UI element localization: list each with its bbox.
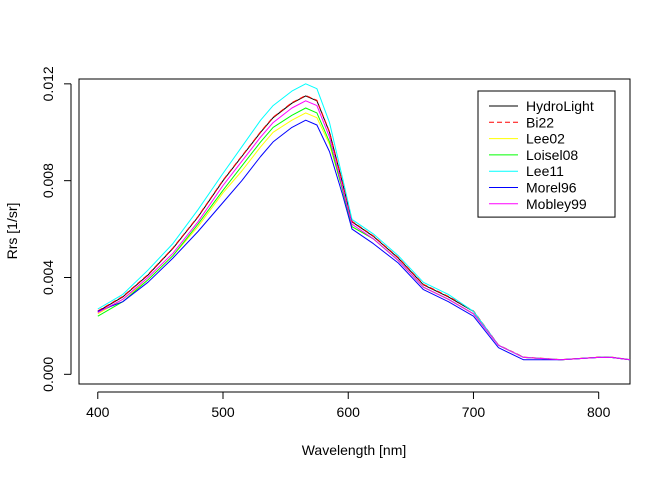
y-tick-label: 0.000 <box>40 357 56 392</box>
legend-label: Mobley99 <box>526 196 587 212</box>
x-tick-label: 500 <box>211 404 235 420</box>
plot-frame <box>78 78 631 385</box>
legend-label: Morel96 <box>526 180 577 196</box>
y-axis: 0.000 0.004 0.008 0.012 <box>40 66 72 392</box>
x-axis: 400 500 600 700 800 <box>86 391 611 420</box>
legend-label: Loisel08 <box>526 147 578 163</box>
series-line-morel96 <box>97 119 631 361</box>
y-axis-title: Rrs [1/sr] <box>4 203 20 260</box>
y-tick-label: 0.012 <box>40 66 56 101</box>
y-tick-label: 0.004 <box>40 260 56 295</box>
legend-label: Lee11 <box>526 163 564 179</box>
legend: HydroLightBi22Lee02Loisel08Lee11Morel96M… <box>477 90 616 218</box>
x-tick-label: 400 <box>86 404 110 420</box>
x-tick-label: 700 <box>462 404 486 420</box>
legend-label: HydroLight <box>526 98 594 114</box>
x-axis-title: Wavelength [nm] <box>302 442 407 458</box>
x-tick-label: 800 <box>587 404 611 420</box>
x-tick-label: 600 <box>337 404 361 420</box>
legend-label: Lee02 <box>526 131 565 147</box>
y-tick-label: 0.008 <box>40 163 56 198</box>
legend-box <box>477 90 616 218</box>
legend-label: Bi22 <box>526 114 554 130</box>
series-line-mobley99 <box>97 100 631 361</box>
series-layer <box>97 83 631 361</box>
